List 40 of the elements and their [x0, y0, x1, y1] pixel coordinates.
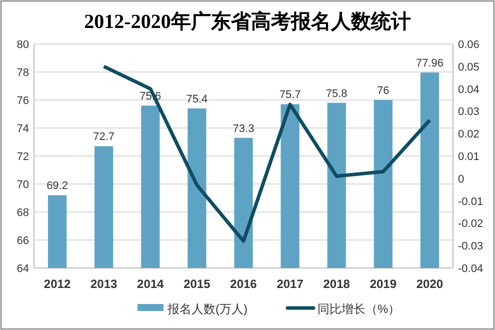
data-label: 69.2 — [46, 180, 68, 192]
data-label: 73.3 — [232, 122, 254, 135]
y2-tick-label: -0.03 — [458, 240, 484, 253]
y-tick-label: 66 — [16, 235, 29, 247]
x-tick-label: 2018 — [323, 277, 350, 291]
y2-tick-label: 0.02 — [458, 128, 480, 141]
x-tick-label: 2017 — [276, 277, 304, 291]
y2-tick-label: 0.04 — [458, 84, 480, 96]
x-tick-label: 2016 — [230, 277, 258, 291]
y2-tick-label: -0.01 — [458, 196, 484, 208]
y-tick-label: 72 — [16, 151, 29, 163]
data-label: 72.7 — [93, 131, 115, 144]
x-tick-label: 2014 — [137, 277, 164, 291]
x-tick-label: 2020 — [416, 277, 444, 291]
x-tick-label: 2012 — [44, 277, 71, 291]
legend-label: 同比增长（%） — [318, 302, 400, 316]
y-tick-label: 76 — [16, 95, 29, 107]
y2-tick-label: 0.05 — [458, 61, 480, 74]
y-tick-label: 64 — [16, 263, 29, 275]
y2-tick-label: -0.02 — [458, 218, 484, 230]
data-label: 77.96 — [416, 58, 444, 70]
chart-title: 2012-2020年广东省高考报名人数统计 — [84, 10, 411, 33]
data-label: 76 — [377, 85, 390, 97]
y2-tick-label: 0.01 — [458, 151, 480, 163]
legend-label: 报名人数(万人) — [166, 302, 248, 316]
y-tick-label: 78 — [16, 67, 29, 79]
y-tick-label: 74 — [16, 123, 29, 135]
y-tick-label: 68 — [16, 207, 29, 219]
x-tick-label: 2019 — [370, 277, 397, 291]
y-tick-label: 80 — [16, 39, 29, 51]
y-tick-label: 70 — [16, 179, 29, 191]
y2-tick-label: -0.04 — [458, 263, 484, 275]
x-tick-label: 2013 — [90, 277, 118, 291]
data-label: 75.4 — [186, 93, 208, 106]
y2-tick-label: 0.06 — [458, 39, 480, 51]
data-label: 75.7 — [279, 89, 301, 102]
x-tick-label: 2015 — [184, 277, 211, 291]
data-label: 75.8 — [326, 88, 348, 100]
y2-tick-label: 0 — [458, 173, 464, 186]
y2-tick-label: 0.03 — [458, 106, 480, 118]
